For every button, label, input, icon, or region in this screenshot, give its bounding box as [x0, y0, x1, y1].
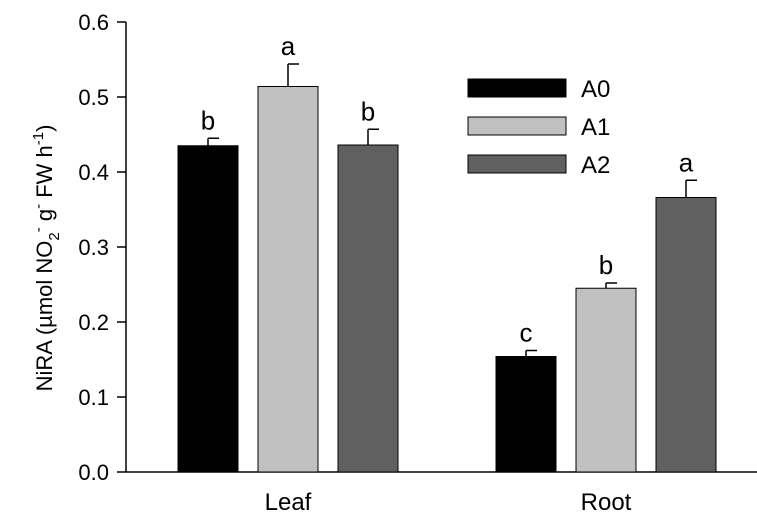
legend-label-a0: A0 — [581, 76, 610, 103]
y-tick-label: 0.4 — [78, 160, 109, 185]
significance-letter: b — [201, 105, 215, 135]
y-tick-label: 0.2 — [78, 310, 109, 335]
legend-swatch-a1 — [468, 117, 566, 135]
legend-swatch-a0 — [468, 79, 566, 97]
x-category-label: Root — [581, 489, 632, 516]
significance-letter: c — [520, 318, 533, 348]
significance-letter: a — [679, 147, 694, 177]
legend: A0 A1 A2 — [468, 76, 610, 179]
y-tick-label: 0.5 — [78, 85, 109, 110]
bar-a2-root — [656, 198, 716, 473]
bar-a1-root — [576, 288, 636, 472]
significance-letter: b — [599, 250, 613, 280]
x-category-label: Leaf — [265, 489, 312, 516]
significance-letter: a — [281, 31, 296, 61]
y-tick-label: 0.0 — [78, 460, 109, 485]
y-tick-label: 0.6 — [78, 10, 109, 35]
y-tick-label: 0.3 — [78, 235, 109, 260]
bar-a0-root — [496, 357, 556, 473]
bar-a2-leaf — [338, 145, 398, 472]
bar-a0-leaf — [178, 146, 238, 472]
legend-label-a2: A2 — [581, 152, 610, 179]
y-axis-title: NiRA (µmol NO2- g- FW h-1) — [30, 125, 63, 392]
legend-label-a1: A1 — [581, 114, 610, 141]
significance-letter: b — [361, 96, 375, 126]
bars — [178, 64, 716, 472]
bar-a1-leaf — [258, 87, 318, 473]
y-tick-label: 0.1 — [78, 385, 109, 410]
legend-swatch-a2 — [468, 155, 566, 173]
